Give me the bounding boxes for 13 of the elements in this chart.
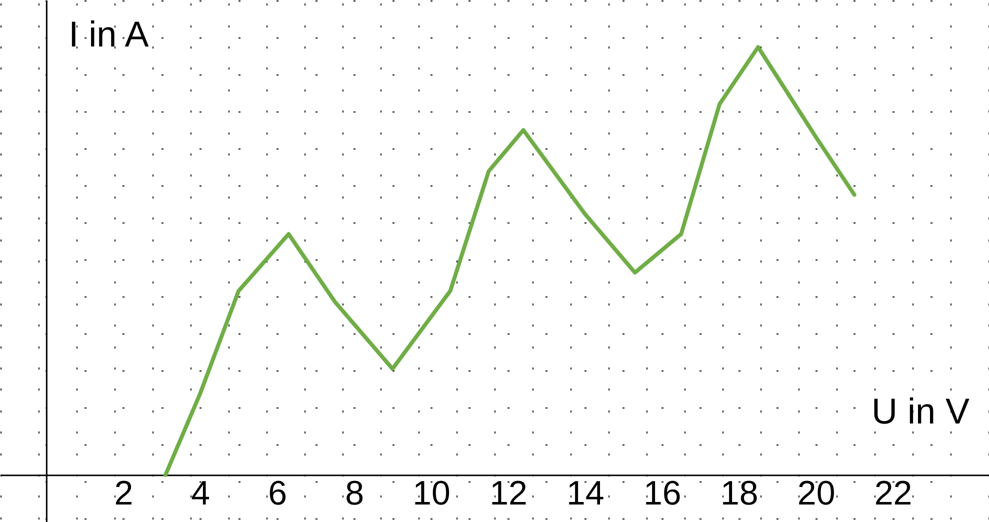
x-tick-label: 8 — [345, 474, 364, 512]
x-tick-label: 14 — [566, 474, 604, 512]
x-tick-label: 10 — [412, 474, 450, 512]
x-tick-label: 12 — [490, 474, 528, 512]
x-tick-label: 4 — [191, 474, 210, 512]
x-tick-label: 6 — [268, 474, 288, 512]
x-tick-label: 20 — [797, 474, 836, 512]
x-tick-label: 18 — [720, 474, 758, 512]
x-tick-label: 22 — [874, 474, 912, 512]
x-tick-label: 2 — [114, 474, 134, 512]
x-axis-title: U in V — [871, 390, 970, 432]
x-tick-label: 16 — [643, 474, 682, 512]
y-axis-title: I in A — [68, 14, 149, 54]
